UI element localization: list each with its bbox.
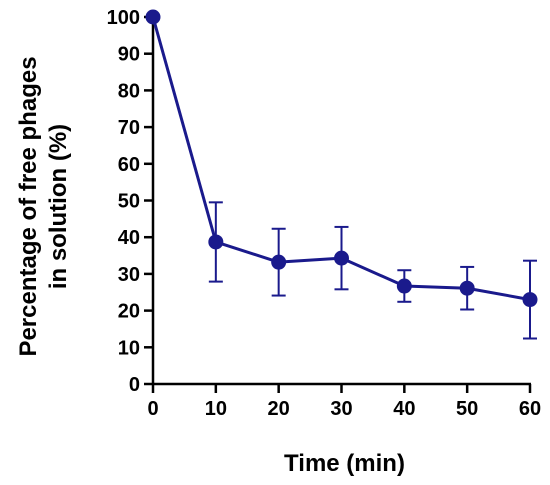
data-point	[396, 278, 412, 294]
data-point	[334, 250, 349, 266]
y-tick-label: 30	[118, 264, 140, 286]
y-tick-label: 70	[118, 117, 140, 139]
y-tick-label: 20	[118, 301, 140, 323]
y-tick-label: 40	[118, 227, 140, 249]
x-ticks: 0 10 20 30 40 50 60	[147, 384, 541, 420]
data-point	[271, 254, 287, 270]
x-tick-label: 60	[519, 398, 541, 420]
y-tick-label: 60	[118, 154, 140, 176]
data-point	[522, 292, 538, 308]
x-tick-label: 0	[147, 398, 158, 420]
y-tick-label: 10	[118, 337, 140, 359]
x-tick-label: 50	[456, 398, 478, 420]
axes	[151, 15, 531, 386]
x-tick-label: 40	[393, 398, 415, 420]
y-tick-label: 0	[129, 374, 140, 396]
y-tick-label: 100	[107, 7, 140, 29]
y-axis-title-line-1: Percentage of free phages	[15, 56, 42, 356]
y-tick-label: 50	[118, 191, 140, 213]
y-tick-label: 90	[118, 44, 140, 66]
y-tick-label: 80	[118, 80, 140, 102]
y-axis-title-line-2: in solution (%)	[45, 124, 72, 289]
data-point	[145, 9, 161, 25]
x-axis-title: Time (min)	[284, 450, 405, 477]
data-point	[459, 280, 475, 296]
x-tick-label: 10	[205, 398, 227, 420]
x-tick-label: 20	[268, 398, 290, 420]
data-point	[208, 234, 224, 250]
series-group	[145, 9, 538, 340]
y-ticks: 0 10 20 30 40 50 60 70 80 90 100	[107, 7, 153, 396]
y-axis-title: Percentage of free phages in solution (%…	[15, 56, 72, 356]
x-tick-label: 30	[330, 398, 352, 420]
